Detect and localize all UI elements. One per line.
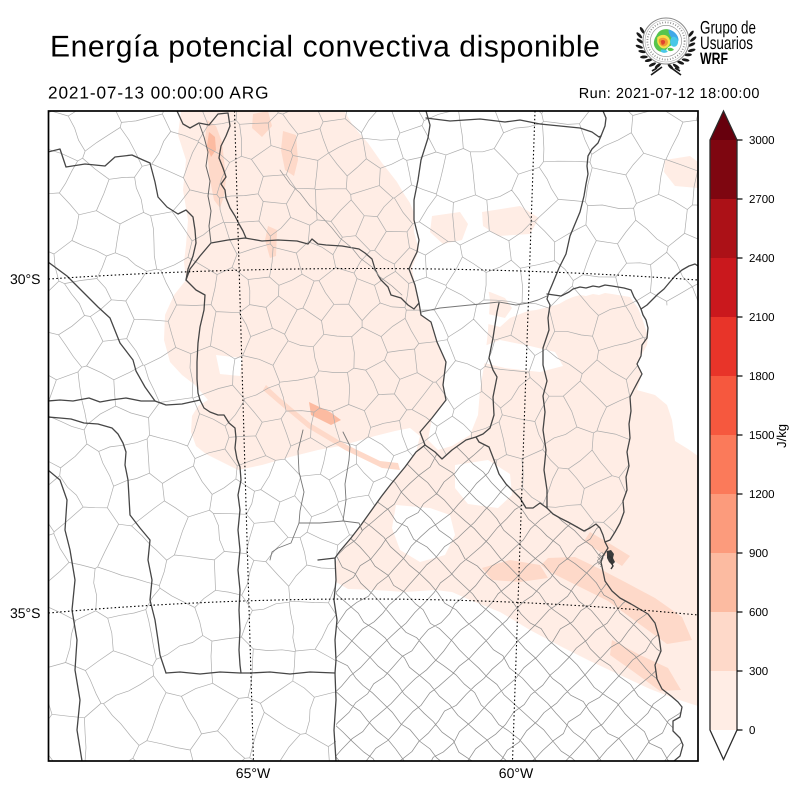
svg-text:1200: 1200 <box>749 489 775 501</box>
svg-text:Run: 2021-07-12 18:00:00: Run: 2021-07-12 18:00:00 <box>579 86 760 102</box>
svg-text:60°W: 60°W <box>499 765 534 781</box>
svg-text:300: 300 <box>749 666 768 678</box>
svg-text:900: 900 <box>749 548 768 560</box>
svg-text:Usuarios: Usuarios <box>700 33 753 53</box>
svg-text:2400: 2400 <box>749 253 775 265</box>
svg-text:30°S: 30°S <box>10 271 41 287</box>
svg-text:J/kg: J/kg <box>774 424 789 448</box>
svg-text:0: 0 <box>749 725 755 737</box>
svg-text:WRF: WRF <box>700 50 728 68</box>
svg-text:65°W: 65°W <box>236 765 271 781</box>
svg-text:Grupo de: Grupo de <box>700 18 756 38</box>
svg-text:3000: 3000 <box>749 135 775 147</box>
svg-text:2700: 2700 <box>749 194 775 206</box>
svg-text:35°S: 35°S <box>10 605 41 621</box>
svg-text:1800: 1800 <box>749 371 775 383</box>
svg-text:1500: 1500 <box>749 430 775 442</box>
svg-text:2021-07-13 00:00:00 ARG: 2021-07-13 00:00:00 ARG <box>48 82 269 102</box>
svg-text:2100: 2100 <box>749 312 775 324</box>
svg-text:600: 600 <box>749 607 768 619</box>
svg-text:Energía potencial convectiva d: Energía potencial convectiva disponible <box>50 31 600 64</box>
